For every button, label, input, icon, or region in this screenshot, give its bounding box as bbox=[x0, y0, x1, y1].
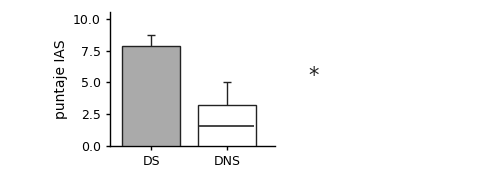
Bar bbox=[198, 105, 256, 146]
Text: *: * bbox=[308, 66, 318, 86]
Y-axis label: puntaje IAS: puntaje IAS bbox=[54, 39, 68, 119]
Bar bbox=[122, 46, 180, 146]
